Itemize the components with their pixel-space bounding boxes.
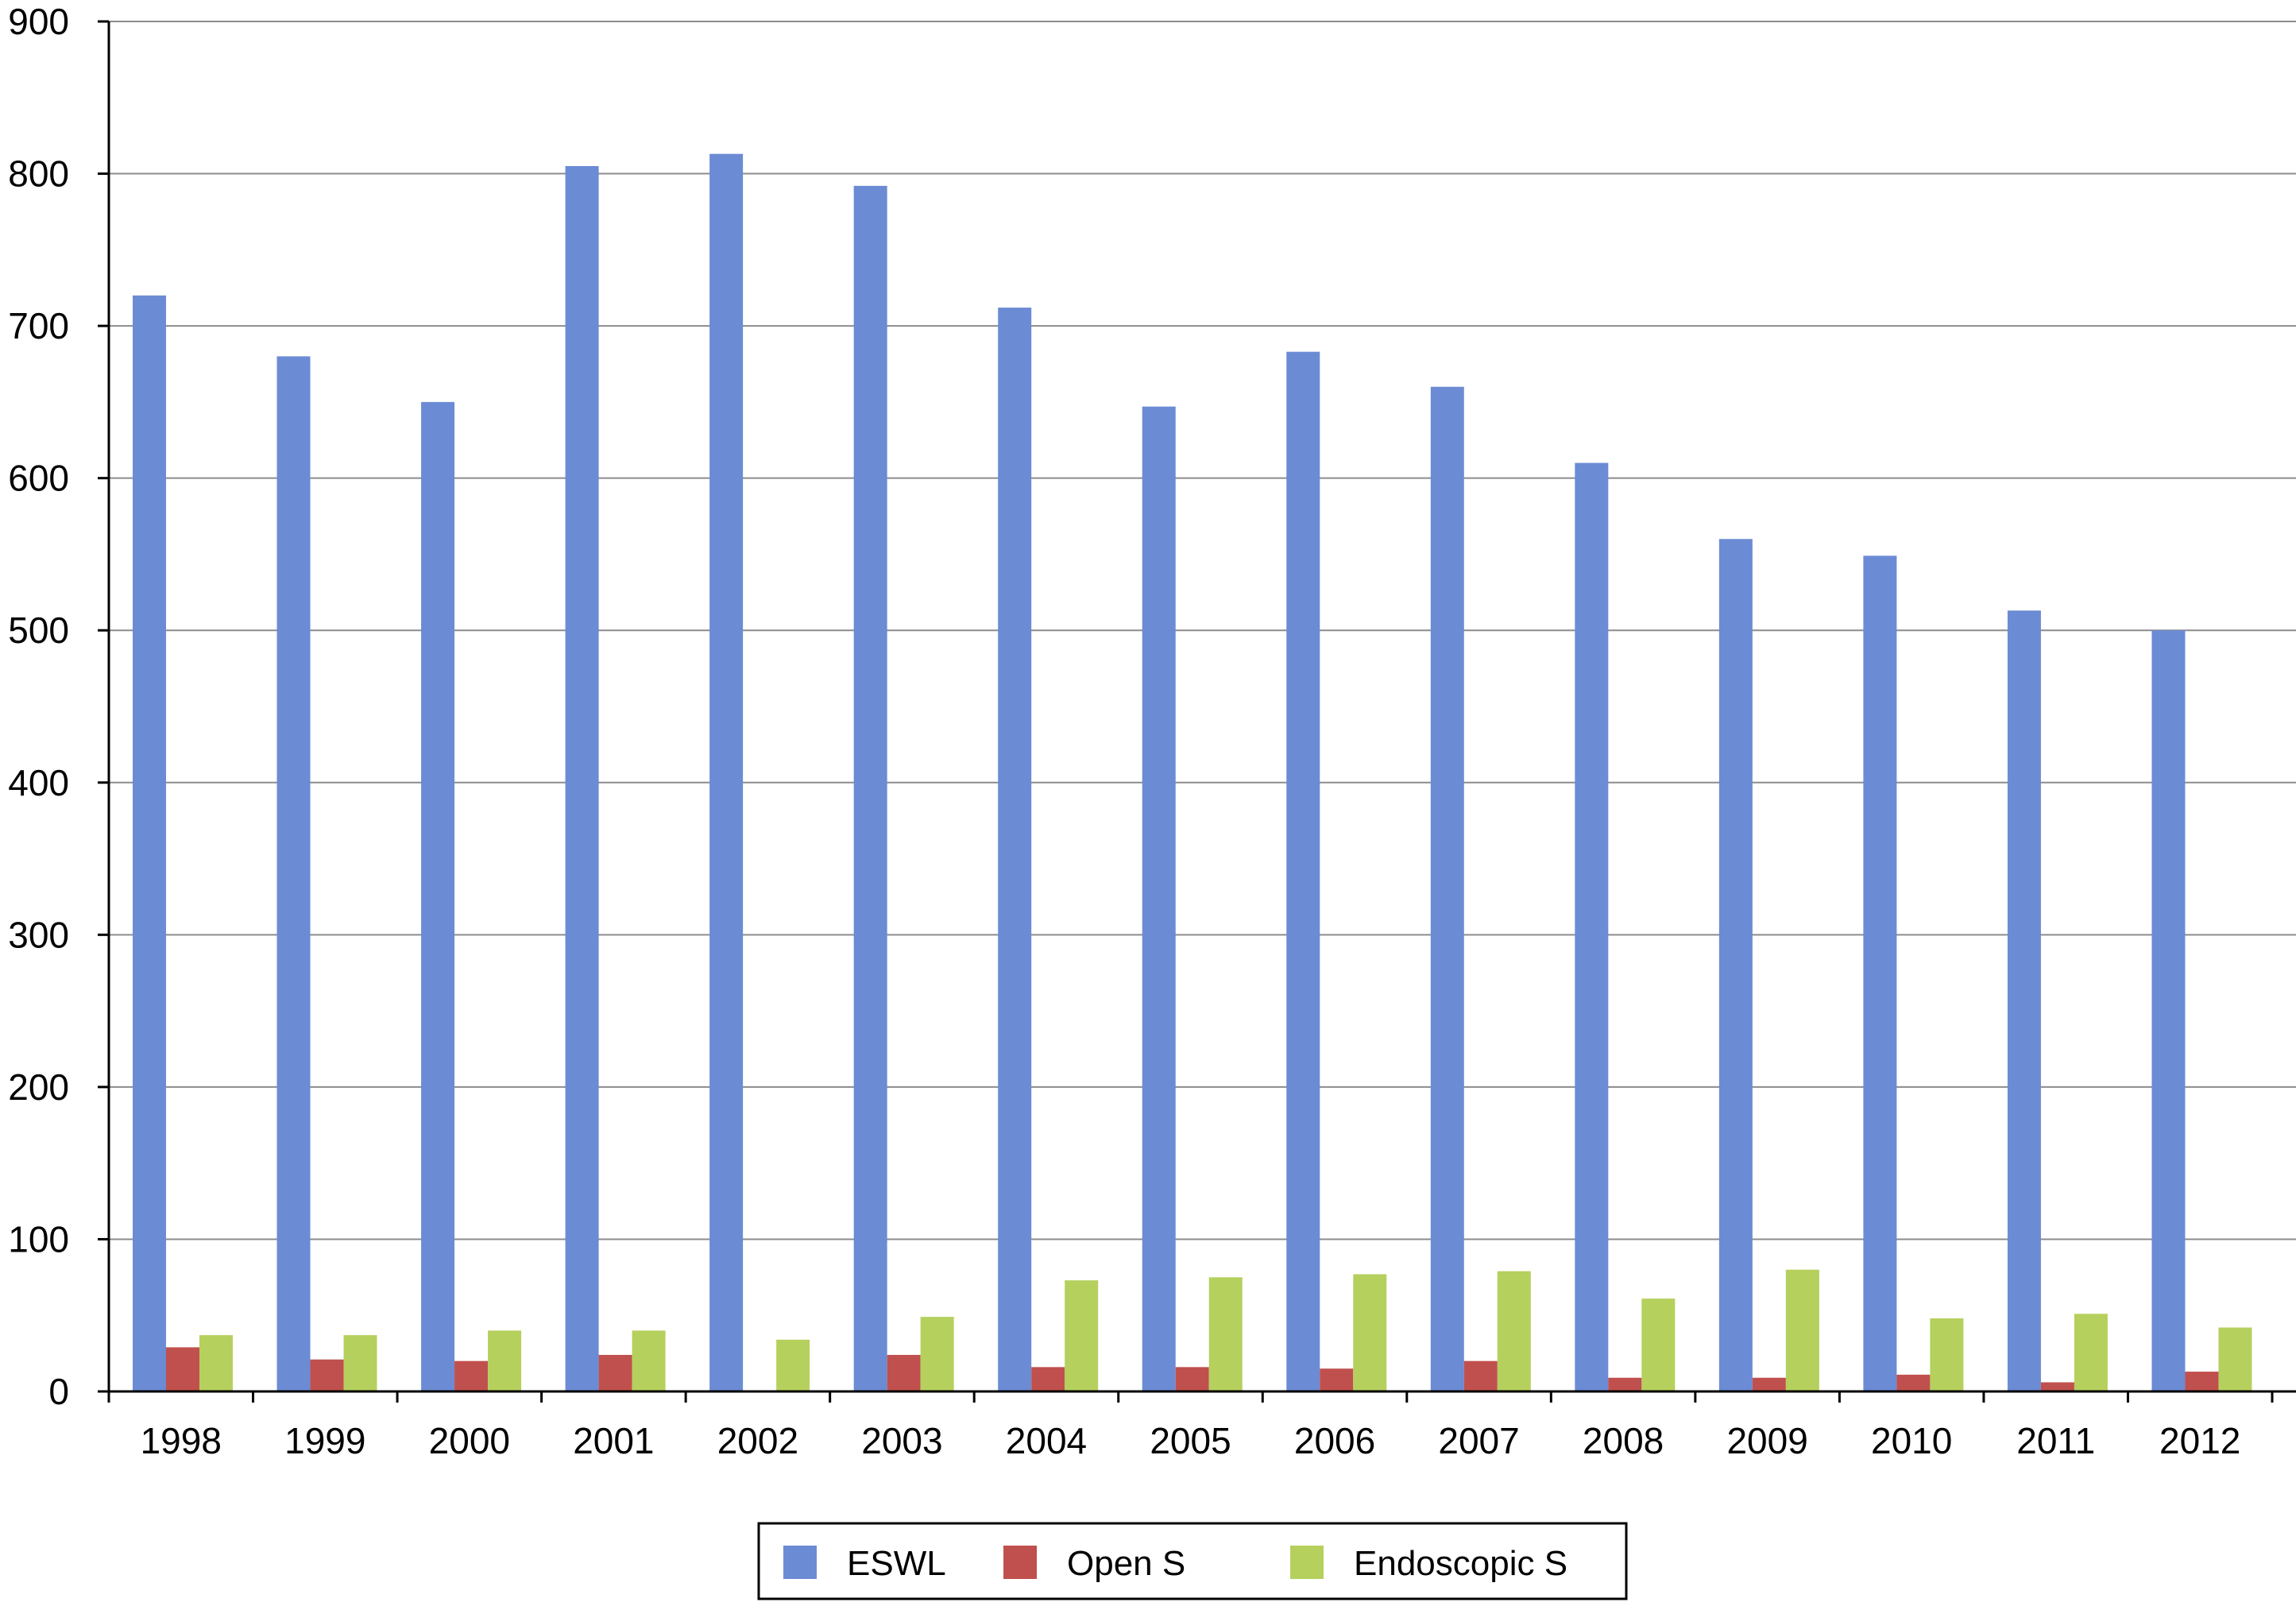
bar-endoscopic-s-2000 [488,1330,522,1391]
bar-eswl-2004 [998,308,1032,1391]
bars [133,153,2252,1392]
x-tick-label: 2003 [861,1420,942,1461]
bar-eswl-2009 [1718,539,1753,1392]
bar-endoscopic-s-2012 [2218,1327,2252,1391]
bar-open-s-2005 [1175,1367,1209,1391]
bar-endoscopic-s-2009 [1785,1269,1819,1391]
bar-open-s-2004 [1031,1367,1065,1391]
y-tick-label: 400 [8,762,69,803]
bar-open-s-2011 [2040,1382,2074,1391]
bar-endoscopic-s-1998 [199,1335,233,1391]
bar-eswl-2012 [2151,630,2186,1391]
x-tick-label: 2011 [2016,1420,2095,1461]
x-tick-label: 1999 [284,1420,365,1461]
x-tick-label: 2001 [573,1420,654,1461]
bar-open-s-2012 [2185,1372,2219,1391]
x-tick-label: 2010 [1871,1420,1952,1461]
bar-endoscopic-s-1999 [343,1335,377,1391]
bar-open-s-2000 [454,1360,489,1391]
legend-swatch-endoscopic-s [1290,1546,1324,1579]
x-tick-label: 2008 [1583,1420,1664,1461]
bar-eswl-2011 [2007,610,2041,1391]
y-tick-label: 700 [8,305,69,346]
y-tick-label: 500 [8,610,69,651]
bar-eswl-2001 [565,165,599,1391]
legend-swatch-open-s [1003,1546,1037,1579]
bar-endoscopic-s-2010 [1930,1318,1964,1391]
x-tick-label: 1998 [141,1420,222,1461]
y-tick-label: 600 [8,458,69,499]
bar-eswl-2010 [1863,555,1897,1391]
bar-eswl-2008 [1575,462,1609,1391]
legend: ESWL Open S Endoscopic S [757,1522,1628,1600]
legend-swatch-eswl [783,1546,817,1579]
bar-open-s-2008 [1608,1377,1642,1391]
bar-open-s-2007 [1463,1360,1498,1391]
bar-open-s-1999 [310,1359,344,1391]
legend-label-eswl: ESWL [847,1544,946,1583]
bar-open-s-2003 [887,1355,921,1391]
legend-box [757,1522,1628,1600]
x-tick-label: 2000 [429,1420,510,1461]
bar-endoscopic-s-2011 [2074,1314,2108,1391]
y-tick-label: 200 [8,1066,69,1108]
bar-open-s-2009 [1752,1377,1786,1391]
x-tick-label: 2006 [1294,1420,1375,1461]
bar-eswl-2006 [1286,351,1320,1392]
bar-endoscopic-s-2008 [1641,1298,1676,1391]
bar-eswl-2007 [1430,386,1464,1391]
bar-open-s-2010 [1896,1374,1931,1391]
bar-endoscopic-s-2002 [776,1339,810,1391]
y-tick-label: 0 [48,1371,69,1412]
y-tick-label: 800 [8,153,69,195]
y-tick-label: 300 [8,914,69,955]
x-tick-label: 2004 [1006,1420,1087,1461]
bar-endoscopic-s-2001 [632,1330,666,1391]
bar-endoscopic-s-2005 [1208,1277,1243,1391]
bar-endoscopic-s-2004 [1065,1280,1099,1391]
legend-label-open-s: Open S [1067,1544,1185,1583]
gridlines [109,21,2296,1240]
x-tick-label: 2002 [717,1420,798,1461]
x-tick-label: 2005 [1150,1420,1231,1461]
bar-eswl-2002 [709,153,744,1392]
bar-eswl-2003 [853,185,887,1391]
bar-open-s-2001 [598,1355,632,1391]
x-tick-label: 2007 [1438,1420,1519,1461]
bar-eswl-1999 [276,356,311,1391]
bar-eswl-2005 [1142,406,1176,1392]
bar-eswl-2000 [421,401,455,1391]
axes: 0 100 200 300 400 500 600 700 800 900 1998 1999 2000… [8,1,2296,1461]
bar-endoscopic-s-2006 [1353,1274,1387,1391]
bar-eswl-1998 [133,295,166,1391]
x-tick-label: 2012 [2159,1420,2240,1461]
y-tick-label: 900 [8,1,69,42]
bar-endoscopic-s-2007 [1497,1271,1531,1391]
bar-endoscopic-s-2003 [920,1317,954,1391]
legend-label-endoscopic-s: Endoscopic S [1354,1544,1567,1583]
x-tick-label: 2009 [1726,1420,1807,1461]
bar-open-s-1998 [166,1347,199,1391]
y-tick-label: 100 [8,1218,69,1260]
bar-open-s-2006 [1320,1368,1354,1391]
